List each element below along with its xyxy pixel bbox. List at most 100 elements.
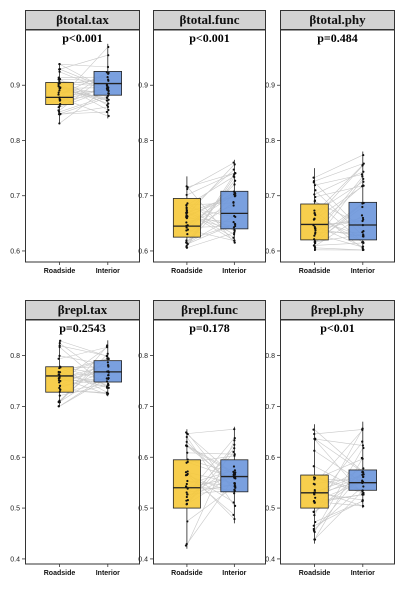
p-value-label: p<0.001 bbox=[189, 31, 230, 45]
data-point bbox=[106, 87, 110, 90]
data-point bbox=[186, 460, 189, 464]
data-point bbox=[186, 187, 189, 191]
data-point bbox=[106, 104, 109, 107]
y-tick-label: 0.6 bbox=[265, 455, 275, 462]
data-point bbox=[232, 161, 235, 164]
data-point bbox=[186, 499, 189, 502]
data-point bbox=[107, 374, 110, 377]
data-point bbox=[58, 371, 62, 374]
data-point bbox=[233, 443, 236, 446]
data-point bbox=[361, 471, 365, 474]
data-point bbox=[105, 110, 108, 114]
data-point bbox=[313, 212, 316, 215]
data-point bbox=[57, 76, 60, 79]
y-tick-label: 0.7 bbox=[10, 404, 20, 411]
x-tick-label: Roadside bbox=[44, 268, 76, 275]
plot-frame bbox=[25, 319, 140, 565]
data-point bbox=[314, 229, 317, 232]
y-tick-label: 0.5 bbox=[10, 506, 20, 513]
data-point bbox=[107, 114, 110, 118]
data-point bbox=[186, 479, 189, 483]
x-tick-label: Interior bbox=[96, 268, 120, 275]
data-point bbox=[312, 476, 316, 479]
data-point bbox=[58, 104, 61, 108]
data-point bbox=[107, 357, 110, 360]
y-tick-label: 0.4 bbox=[138, 556, 148, 563]
data-point bbox=[232, 175, 235, 178]
data-point bbox=[361, 493, 364, 496]
pair-line bbox=[314, 247, 363, 251]
data-point bbox=[312, 529, 316, 532]
panel-btotal-phy: βtotal.phy 0.6 0.7 0.8 0.9 Roadside Interior p… bbox=[265, 10, 395, 280]
data-point bbox=[314, 438, 317, 441]
data-point bbox=[107, 94, 110, 97]
p-value-label: p<0.01 bbox=[320, 321, 355, 335]
pair-line bbox=[59, 63, 108, 68]
data-point bbox=[313, 238, 316, 241]
data-point bbox=[106, 65, 110, 69]
pair-line bbox=[314, 486, 363, 530]
data-point bbox=[105, 380, 109, 383]
x-tick-label: Interior bbox=[351, 268, 375, 275]
p-value-label: p=0.2543 bbox=[59, 321, 106, 335]
data-point bbox=[360, 214, 364, 217]
data-point bbox=[105, 386, 109, 389]
data-point bbox=[58, 365, 62, 368]
x-tick-label: Roadside bbox=[299, 268, 331, 275]
data-point bbox=[106, 392, 110, 395]
chart-svg: 0.4 0.5 0.6 0.7 0.8 Roadside Interior p=0.178 bbox=[138, 319, 266, 577]
pair-line bbox=[59, 54, 108, 70]
data-point bbox=[313, 432, 316, 436]
data-point bbox=[185, 239, 188, 242]
data-point bbox=[361, 184, 365, 187]
pair-line bbox=[186, 440, 235, 546]
data-point bbox=[59, 388, 62, 391]
data-point bbox=[186, 233, 189, 236]
data-point bbox=[185, 203, 188, 207]
data-point bbox=[105, 355, 109, 358]
data-point bbox=[233, 229, 236, 233]
facet-strip-title: βtotal.phy bbox=[280, 10, 395, 30]
data-point bbox=[361, 248, 365, 252]
data-point bbox=[107, 89, 110, 92]
data-point bbox=[106, 361, 109, 364]
y-tick-label: 0.7 bbox=[138, 404, 148, 411]
data-point bbox=[185, 444, 188, 448]
data-point bbox=[233, 447, 236, 450]
data-point bbox=[58, 386, 61, 390]
data-point bbox=[314, 240, 317, 244]
x-tick-label: Roadside bbox=[299, 570, 331, 577]
data-point bbox=[185, 211, 188, 214]
data-point bbox=[313, 217, 316, 221]
pair-line bbox=[314, 447, 364, 533]
data-point bbox=[186, 451, 189, 454]
y-tick-label: 0.6 bbox=[10, 455, 20, 462]
data-point bbox=[362, 485, 365, 488]
y-tick-label: 0.5 bbox=[138, 506, 148, 513]
data-point bbox=[313, 493, 316, 496]
data-point bbox=[58, 375, 61, 378]
data-point bbox=[233, 492, 236, 495]
data-point bbox=[59, 98, 62, 102]
data-point bbox=[185, 206, 188, 209]
data-point bbox=[185, 244, 188, 248]
data-point bbox=[58, 384, 62, 387]
data-point bbox=[58, 113, 61, 116]
data-point bbox=[362, 467, 365, 470]
data-point bbox=[107, 79, 110, 82]
pair-line bbox=[186, 428, 235, 434]
y-tick-label: 0.8 bbox=[138, 138, 148, 145]
chart-svg: 0.4 0.5 0.6 0.7 0.8 Roadside Interior p=0.2543 bbox=[10, 319, 140, 577]
data-point bbox=[313, 538, 316, 541]
data-point bbox=[185, 435, 188, 439]
data-point bbox=[361, 163, 364, 167]
data-point bbox=[313, 248, 317, 251]
x-tick-label: Roadside bbox=[44, 570, 76, 577]
y-tick-label: 0.6 bbox=[138, 455, 148, 462]
y-tick-label: 0.6 bbox=[138, 248, 148, 255]
data-point bbox=[233, 163, 236, 166]
data-point bbox=[57, 82, 60, 85]
pair-line bbox=[59, 97, 108, 115]
data-point bbox=[107, 45, 110, 49]
data-point bbox=[232, 513, 235, 517]
